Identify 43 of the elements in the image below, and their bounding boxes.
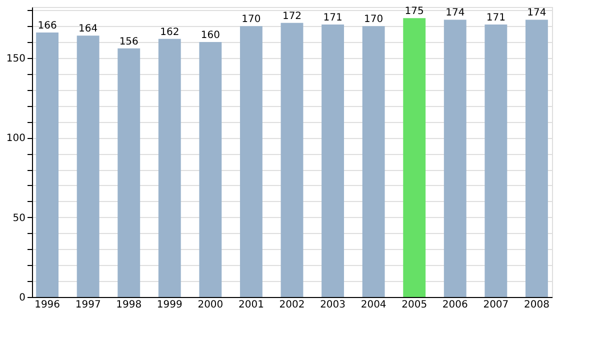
data-label: 170 (364, 14, 384, 26)
x-tick-label: 2003 (320, 300, 346, 310)
bar (444, 20, 466, 297)
bar (484, 24, 508, 297)
x-tick-label: 2002 (279, 300, 305, 310)
data-label: 156 (119, 36, 138, 48)
data-label: 164 (78, 24, 98, 35)
bar (36, 32, 59, 297)
x-tick-label: 2001 (238, 300, 264, 310)
bar (199, 42, 222, 297)
data-label: 160 (200, 30, 220, 42)
x-tick-label: 1999 (156, 300, 182, 310)
x-tick-label: 2004 (360, 300, 386, 310)
bar (240, 26, 262, 297)
data-label: 171 (486, 12, 506, 24)
data-label: 162 (160, 26, 180, 38)
data-label: 174 (446, 8, 465, 19)
data-label: 174 (527, 8, 546, 19)
bar (525, 20, 548, 297)
x-tick-label: 2005 (402, 300, 428, 310)
bar (76, 36, 100, 297)
x-tick-label: 2008 (524, 300, 550, 310)
y-tick-label: 0 (19, 292, 26, 304)
y-tick-label: 150 (6, 53, 26, 64)
bar (280, 22, 304, 297)
data-label: 166 (38, 20, 57, 32)
bar (362, 26, 385, 297)
x-tick-label: 2006 (442, 300, 468, 310)
bar (322, 24, 344, 297)
bar (403, 18, 426, 297)
x-tick-label: 1997 (75, 300, 101, 310)
data-label: 172 (282, 10, 302, 22)
bar (118, 48, 140, 297)
data-label: 171 (323, 12, 342, 24)
y-tick-label: 50 (12, 212, 26, 224)
x-tick-label: 2000 (198, 300, 224, 310)
data-label: 170 (242, 14, 261, 26)
bar (158, 38, 181, 297)
x-tick-label: 1996 (34, 300, 60, 310)
y-tick-label: 100 (6, 133, 26, 144)
data-label: 175 (404, 6, 424, 18)
x-tick-label: 2007 (483, 300, 509, 310)
x-tick-label: 1998 (116, 300, 142, 310)
